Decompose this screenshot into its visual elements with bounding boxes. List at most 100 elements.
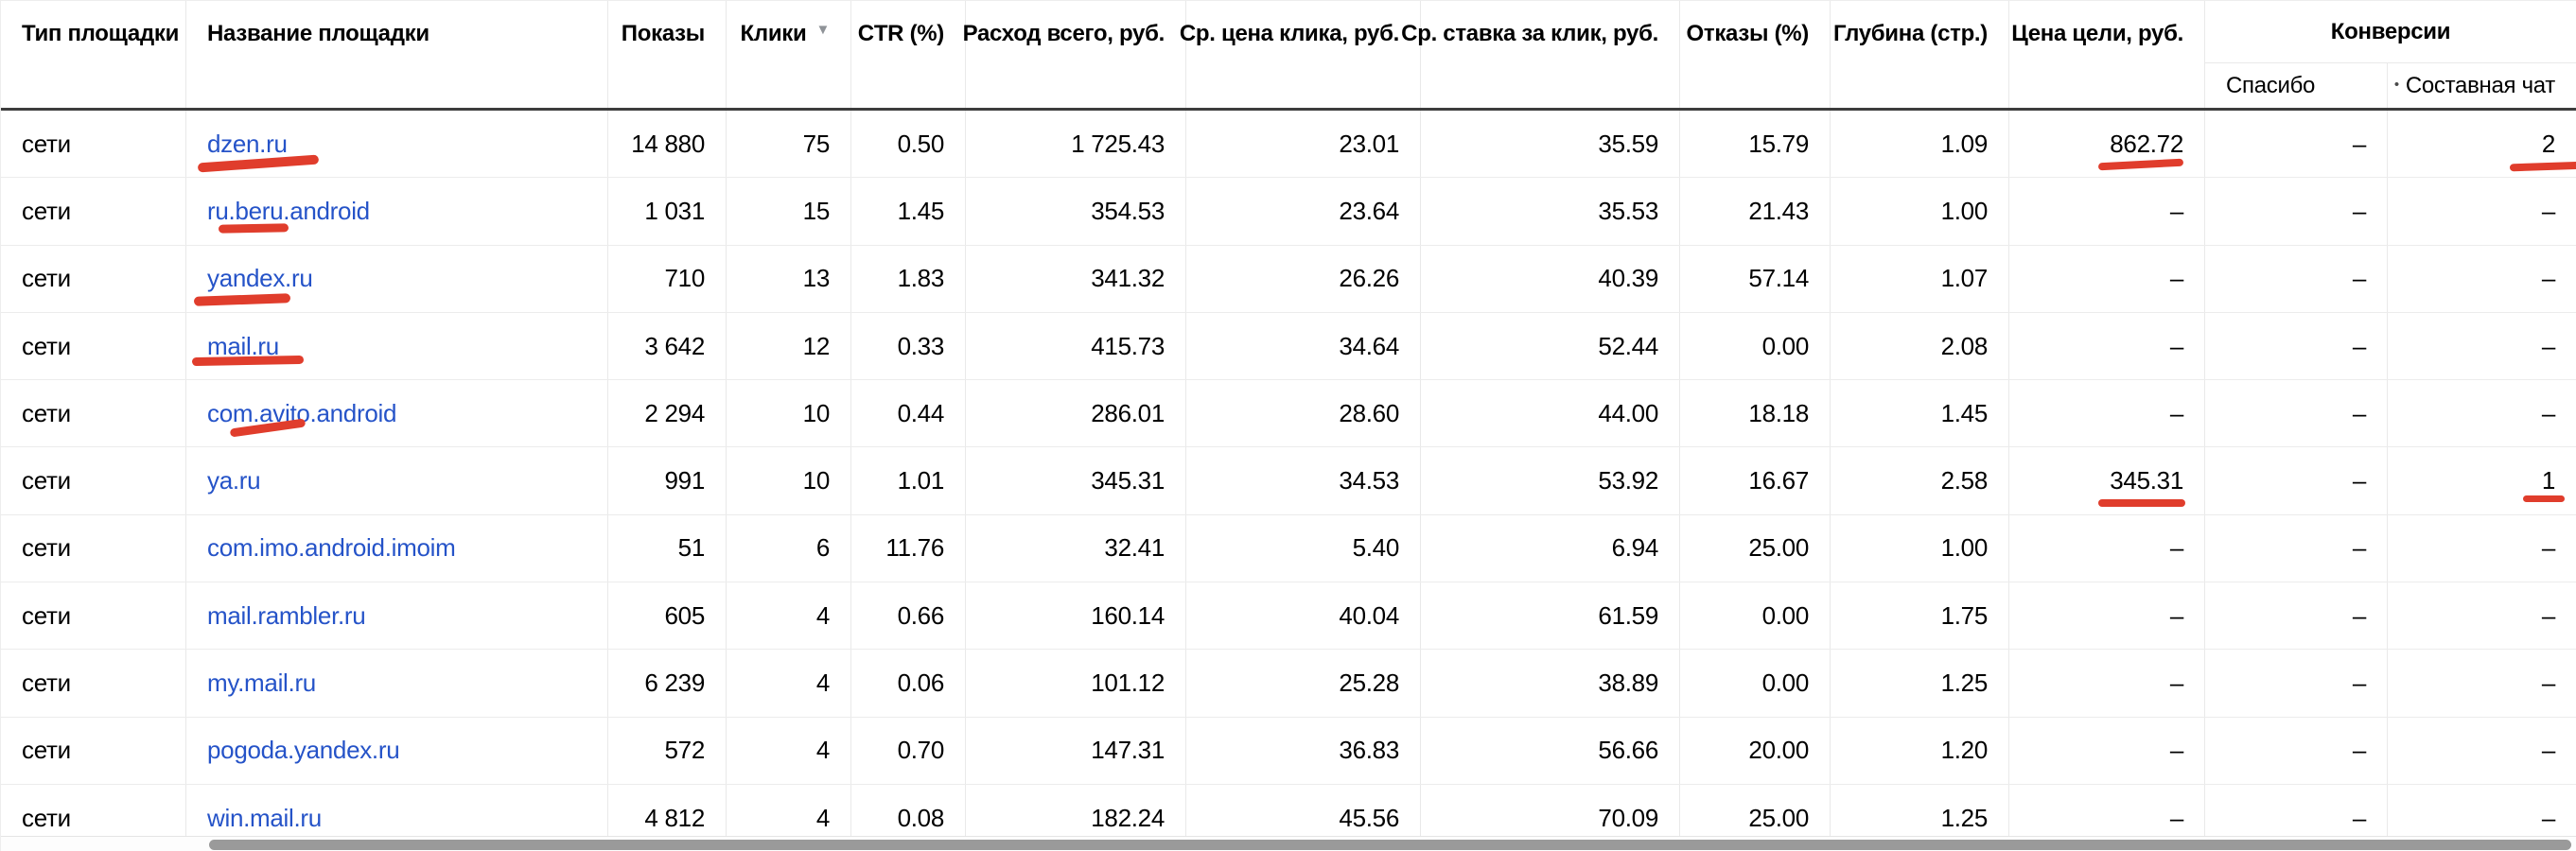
column-header-clicks[interactable]: Клики ▼ [727, 1, 851, 108]
cell-ctr: 0.66 [851, 582, 966, 650]
column-header-conversion-chat[interactable]: • Составная чат [2388, 63, 2576, 108]
column-header-platform-name[interactable]: Название площадки [186, 1, 608, 108]
cell-bounce: 0.00 [1680, 582, 1831, 650]
cell-bid: 38.89 [1421, 650, 1680, 717]
cell-bid: 35.59 [1421, 111, 1680, 178]
cell-conv_thanks: – [2205, 312, 2388, 380]
table-row: сети dzen.ru 14 880 75 0.50 1 725.43 23.01 35.5… [1, 111, 2576, 179]
cell-conv_chat: 1 [2388, 447, 2576, 513]
sort-desc-icon[interactable]: ▼ [815, 22, 830, 38]
column-header-avg-bid[interactable]: Ср. ставка за клик, руб. [1401, 1, 1680, 108]
cell-type: сети [1, 380, 186, 447]
cell-conv_thanks: – [2205, 111, 2388, 178]
column-header-goal-price[interactable]: Цена цели, руб. [2009, 1, 2205, 108]
red-underline-annotation [2097, 158, 2184, 171]
cell-conv_chat: – [2388, 178, 2576, 244]
cell-cpc: 45.56 [1186, 784, 1421, 851]
cell-bounce: 16.67 [1680, 447, 1831, 514]
group-label: Конверсии [2330, 18, 2451, 44]
cell-bounce: 21.43 [1680, 178, 1831, 245]
cell-conv_thanks: – [2205, 178, 2388, 245]
horizontal-scrollbar [1, 836, 2576, 851]
cell-clicks: 6 [727, 514, 851, 582]
platform-link[interactable]: ru.beru.android [207, 196, 370, 225]
cell-conv_thanks: – [2205, 717, 2388, 784]
column-label: Цена цели, руб. [2011, 21, 2183, 46]
platform-link[interactable]: dzen.ru [207, 129, 288, 158]
table-row: сети com.avito.android 2 294 10 0.44 286.01 28… [1, 380, 2576, 448]
cell-bounce: 57.14 [1680, 245, 1831, 312]
column-header-total-cost[interactable]: Расход всего, руб. [963, 1, 1186, 108]
cell-bid: 52.44 [1421, 312, 1680, 380]
cell-cost: 415.73 [966, 312, 1186, 380]
cell-cpc: 36.83 [1186, 717, 1421, 784]
cell-type: сети [1, 447, 186, 514]
cell-impressions: 4 812 [608, 784, 727, 851]
cell-cost: 147.31 [966, 717, 1186, 784]
table-row: сети pogoda.yandex.ru 572 4 0.70 147.31 36.83 5… [1, 717, 2576, 785]
platform-link[interactable]: com.imo.android.imoim [207, 533, 456, 563]
cell-type: сети [1, 650, 186, 717]
cell-bounce: 0.00 [1680, 650, 1831, 717]
table-row: сети my.mail.ru 6 239 4 0.06 101.12 25.28 38.89… [1, 650, 2576, 718]
cell-goal_price: – [2009, 784, 2205, 851]
cell-conv_chat: – [2388, 313, 2576, 379]
cell-impressions: 710 [608, 245, 727, 312]
column-header-conversion-thanks[interactable]: Спасибо [2205, 63, 2388, 108]
cell-goal_price: – [2009, 650, 2205, 717]
cell-impressions: 6 239 [608, 650, 727, 717]
platform-link[interactable]: yandex.ru [207, 264, 313, 293]
red-underline-annotation [193, 292, 291, 306]
column-header-ctr[interactable]: CTR (%) [851, 1, 966, 108]
cell-goal_price: – [2009, 380, 2205, 447]
cell-ctr: 0.70 [851, 717, 966, 784]
column-label: Название площадки [207, 21, 429, 46]
platform-link[interactable]: my.mail.ru [207, 669, 316, 698]
platform-link[interactable]: win.mail.ru [207, 803, 322, 832]
cell-ctr: 0.08 [851, 784, 966, 851]
cell-goal_price: – [2009, 178, 2205, 245]
column-header-platform-type[interactable]: Тип площадки [1, 1, 186, 108]
cell-depth: 1.25 [1831, 650, 2009, 717]
cell-name: win.mail.ru [186, 784, 608, 851]
horizontal-scrollbar-thumb[interactable] [209, 840, 2571, 850]
cell-depth: 2.08 [1831, 312, 2009, 380]
cell-depth: 1.07 [1831, 245, 2009, 312]
platform-link[interactable]: mail.ru [207, 331, 279, 360]
cell-impressions: 51 [608, 514, 727, 582]
cell-clicks: 4 [727, 650, 851, 717]
column-header-depth[interactable]: Глубина (стр.) [1831, 1, 2009, 108]
platform-link[interactable]: ya.ru [207, 466, 261, 495]
cell-clicks: 4 [727, 784, 851, 851]
cell-ctr: 11.76 [851, 514, 966, 582]
cell-bid: 56.66 [1421, 717, 1680, 784]
goal-bullet-icon: • [2393, 77, 2399, 93]
platform-link[interactable]: pogoda.yandex.ru [207, 736, 400, 765]
column-header-bounce-rate[interactable]: Отказы (%) [1680, 1, 1831, 108]
cell-bid: 70.09 [1421, 784, 1680, 851]
cell-cost: 341.32 [966, 245, 1186, 312]
cell-ctr: 0.50 [851, 111, 966, 178]
column-header-avg-cpc[interactable]: Ср. цена клика, руб. [1180, 1, 1421, 108]
cell-name: my.mail.ru [186, 650, 608, 717]
cell-name: mail.rambler.ru [186, 582, 608, 650]
cell-type: сети [1, 514, 186, 582]
cell-name: yandex.ru [186, 245, 608, 312]
cell-clicks: 13 [727, 245, 851, 312]
cell-name: ru.beru.android [186, 178, 608, 245]
column-label: Клики [740, 21, 807, 46]
red-underline-annotation [2098, 499, 2185, 508]
column-label: Отказы (%) [1686, 21, 1810, 46]
cell-cpc: 23.01 [1186, 111, 1421, 178]
cell-depth: 2.58 [1831, 447, 2009, 514]
cell-depth: 1.00 [1831, 178, 2009, 245]
cell-bid: 61.59 [1421, 582, 1680, 650]
cell-type: сети [1, 784, 186, 851]
platform-link[interactable]: mail.rambler.ru [207, 600, 366, 630]
cell-cpc: 23.64 [1186, 178, 1421, 245]
cell-goal_price: 862.72 [2009, 111, 2205, 178]
cell-cost: 182.24 [966, 784, 1186, 851]
cell-name: pogoda.yandex.ru [186, 717, 608, 784]
cell-bounce: 25.00 [1680, 514, 1831, 582]
column-header-impressions[interactable]: Показы [608, 1, 727, 108]
